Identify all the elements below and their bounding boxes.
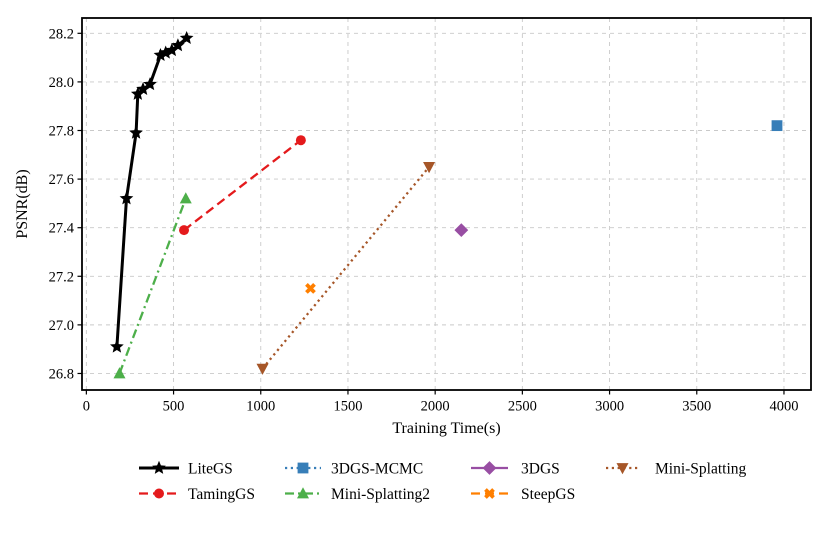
triangle-down-marker-icon [423,162,436,174]
plot-border [81,17,812,391]
legend-label: 3DGS [521,461,560,478]
series-line [183,139,302,232]
star-marker-icon [153,47,168,61]
x-tick-label: 500 [163,399,185,415]
series-mini-splatting [256,162,436,375]
x-tick-label: 4000 [769,399,798,415]
legend-item-taminggs: TamingGS [139,486,255,503]
tick-labels: 0 500 1000 1500 2000 2500 3000 3500 4000 26.8 27.0… [49,26,799,414]
triangle-up-marker-icon [179,192,192,204]
star-marker-icon [130,86,145,100]
y-tick-label: 27.0 [49,318,74,334]
diamond-marker-icon [454,223,469,238]
x-cross-marker-icon [484,488,495,499]
square-marker-icon [297,462,309,474]
x-tick-label: 1000 [246,399,275,415]
y-tick-label: 27.6 [49,172,74,188]
legend: LiteGS 3DGS-MCMC 3DGS Mini-Splatting TamingG… [139,461,747,503]
legend-item-mini-splatting: Mini-Splatting [606,461,747,478]
legend-label: LiteGS [188,461,233,478]
star-marker-icon [179,30,194,44]
legend-label: SteepGS [521,486,575,503]
star-marker-icon [171,38,185,52]
legend-label: Mini-Splatting2 [331,486,430,503]
legend-item-3dgs: 3DGS [471,461,560,478]
star-marker-icon [119,191,134,205]
legend-item-mini-splatting2: Mini-Splatting2 [285,486,430,503]
x-axis-label: Training Time(s) [392,420,500,437]
x-tick-label: 0 [83,399,90,415]
series-3dgs [454,223,469,238]
x-tick-label: 3000 [595,399,624,415]
y-tick-label: 28.0 [49,75,74,91]
legend-item-litegs: LiteGS [139,461,233,478]
y-tick-label: 28.2 [49,26,74,42]
star-marker-icon [143,77,157,91]
legend-label: 3DGS-MCMC [331,461,423,478]
series-steepgs [305,283,316,294]
y-tick-label: 27.4 [49,221,75,237]
star-marker-icon [110,339,124,353]
legend-label: Mini-Splatting [655,461,747,478]
x-tick-label: 1500 [333,399,362,415]
star-marker-icon [164,43,179,57]
series-taminggs [179,135,306,236]
legend-item-steepgs: SteepGS [471,486,575,503]
square-marker-icon [771,120,783,132]
y-tick-label: 27.2 [49,269,74,285]
y-tick-label: 26.8 [49,366,74,382]
diamond-marker-icon [482,461,497,475]
circle-marker-icon [295,135,306,146]
circle-marker-icon [154,488,164,499]
series-line [118,198,187,374]
y-axis-label: PSNR(dB) [14,169,31,238]
series-3dgs-mcmc [771,120,783,132]
triangle-down-marker-icon [256,363,269,375]
legend-item-3dgs-mcmc: 3DGS-MCMC [285,461,423,478]
series-litegs [110,30,194,353]
triangle-up-marker-icon [113,367,126,379]
triangle-up-marker-icon [297,487,309,499]
x-tick-label: 3500 [682,399,711,415]
series-line [261,166,430,370]
axis-ticks [77,32,785,395]
gridlines [82,18,811,390]
star-marker-icon [136,81,150,96]
star-marker-icon [129,125,143,139]
x-tick-label: 2500 [508,399,537,415]
legend-label: TamingGS [188,486,255,503]
y-tick-label: 27.8 [49,123,74,139]
series-group [110,30,783,379]
series-mini-splatting2 [113,192,192,379]
x-tick-label: 2000 [421,399,450,415]
star-marker-icon [152,460,166,474]
star-marker-icon [158,45,173,59]
x-cross-marker-icon [305,283,316,294]
triangle-down-marker-icon [616,463,629,475]
circle-marker-icon [179,225,190,236]
